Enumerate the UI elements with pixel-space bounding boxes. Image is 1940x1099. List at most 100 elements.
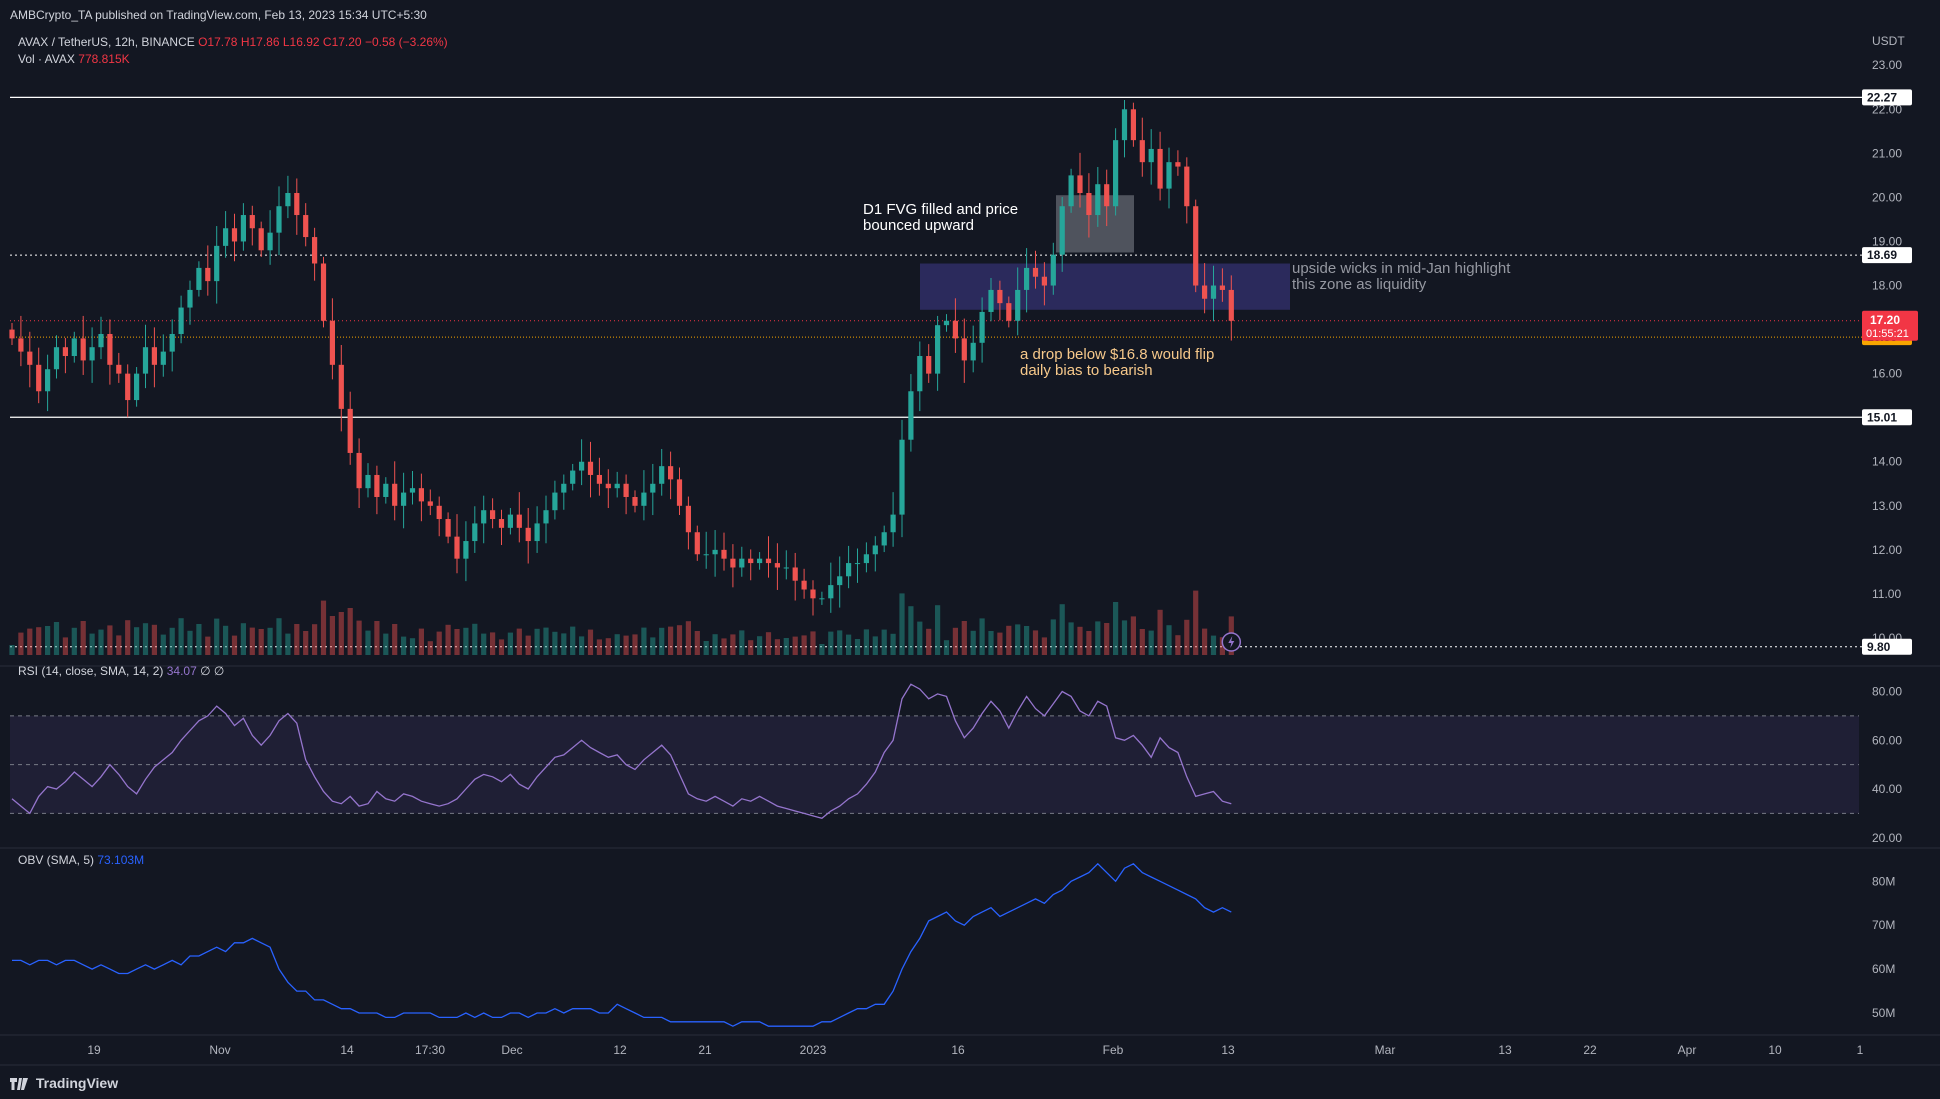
candle: [36, 364, 42, 392]
obv-value: 73.103M: [97, 853, 145, 867]
volume-bar: [801, 635, 807, 655]
price-tick-label: 13.00: [1872, 499, 1902, 513]
price-tick-label: 21.00: [1872, 146, 1902, 160]
candle: [320, 263, 327, 321]
obv-legend[interactable]: OBV (SMA, 5) 73.103M: [18, 853, 144, 867]
candle: [276, 206, 282, 233]
volume-bar: [543, 627, 549, 655]
candle: [62, 347, 68, 357]
level-label-bg: [1862, 638, 1912, 655]
candle: [409, 488, 416, 493]
candle: [1166, 162, 1172, 189]
current-price-label: 17.20: [1870, 313, 1900, 327]
rsi-value: 34.07: [166, 664, 197, 678]
volume-bar: [1068, 622, 1074, 655]
volume-legend[interactable]: Vol · AVAX 778.815K: [18, 52, 130, 66]
x-tick-label: 16: [951, 1043, 965, 1057]
candle: [1175, 162, 1181, 167]
candle: [712, 549, 718, 555]
volume-bar: [116, 635, 122, 655]
x-tick-label: 12: [613, 1043, 627, 1057]
volume-bar: [952, 627, 958, 655]
volume-bar: [1175, 635, 1181, 655]
candle: [632, 496, 638, 506]
volume-bar: [1059, 604, 1065, 655]
volume-bar: [1148, 630, 1154, 655]
countdown-label: 01:55:21: [1866, 328, 1909, 340]
x-tick-label: Feb: [1103, 1043, 1124, 1057]
volume-bar: [196, 624, 202, 655]
volume-bar: [685, 621, 691, 655]
price-tick-label: 23.00: [1872, 58, 1902, 72]
candle: [1139, 140, 1145, 163]
candle: [534, 523, 540, 542]
candle: [1193, 206, 1199, 286]
symbol-legend[interactable]: AVAX / TetherUS, 12h, BINANCE O17.78 H17…: [18, 35, 448, 49]
candle: [249, 215, 255, 229]
volume-bar: [1032, 630, 1039, 655]
volume-bar: [730, 634, 736, 655]
low-value: L16.92: [282, 35, 320, 49]
rsi-tick-label: 80.00: [1872, 685, 1902, 699]
volume-bar: [9, 645, 15, 655]
volume-bar: [1219, 637, 1225, 655]
volume-bar: [151, 624, 157, 655]
volume-bar: [1113, 602, 1119, 655]
candle: [454, 536, 460, 559]
rsi-legend[interactable]: RSI (14, close, SMA, 14, 2) 34.07 ∅ ∅: [18, 664, 224, 678]
volume-bar: [507, 632, 513, 655]
volume-bar: [329, 616, 335, 655]
volume-bar: [765, 632, 772, 655]
volume-bar: [142, 623, 149, 655]
volume-bar: [249, 627, 255, 655]
candle: [214, 245, 220, 282]
volume-bar: [774, 639, 780, 655]
candle: [570, 470, 576, 484]
candle: [329, 320, 335, 365]
volume-bar: [854, 639, 861, 655]
liquidity-zone-box: [920, 263, 1290, 310]
volume-bar: [810, 631, 816, 655]
obv-tick-label: 50M: [1872, 1006, 1895, 1020]
level-label: 22.27: [1867, 90, 1897, 104]
candle: [383, 483, 389, 497]
candle: [863, 554, 869, 564]
candle: [445, 519, 451, 537]
volume-bar: [997, 632, 1003, 655]
volume-bar: [579, 636, 585, 655]
volume-bar: [498, 639, 505, 655]
price-tick-label: 20.00: [1872, 190, 1902, 204]
candle: [285, 193, 291, 207]
volume-bar: [935, 605, 941, 655]
volume-bar: [1015, 624, 1021, 655]
candle: [908, 391, 914, 440]
volume-bar: [18, 632, 24, 655]
tradingview-brand[interactable]: TradingView: [10, 1075, 118, 1091]
price-tick-label: 22.00: [1872, 102, 1902, 116]
candle: [267, 232, 273, 251]
candle: [819, 598, 825, 600]
volume-bar: [427, 641, 433, 655]
candle: [53, 347, 60, 370]
candle: [739, 558, 745, 568]
candle: [641, 492, 647, 506]
candle: [1024, 267, 1030, 290]
x-tick-label: 2023: [800, 1043, 827, 1057]
candle: [134, 373, 140, 401]
candle: [507, 514, 513, 528]
symbol-text: AVAX / TetherUS, 12h, BINANCE: [18, 35, 195, 49]
price-tick-label: 11.00: [1872, 587, 1901, 601]
volume-bar: [1166, 625, 1172, 655]
volume-bar: [223, 625, 229, 655]
volume-bar: [490, 632, 496, 655]
candle: [1157, 148, 1163, 189]
candle: [988, 289, 994, 312]
volume-bar: [169, 627, 175, 655]
volume-bar: [979, 618, 985, 655]
candle: [1015, 289, 1021, 321]
x-tick-label: Mar: [1375, 1043, 1396, 1057]
candle: [18, 338, 24, 352]
candle: [605, 483, 611, 489]
candle: [694, 532, 700, 555]
